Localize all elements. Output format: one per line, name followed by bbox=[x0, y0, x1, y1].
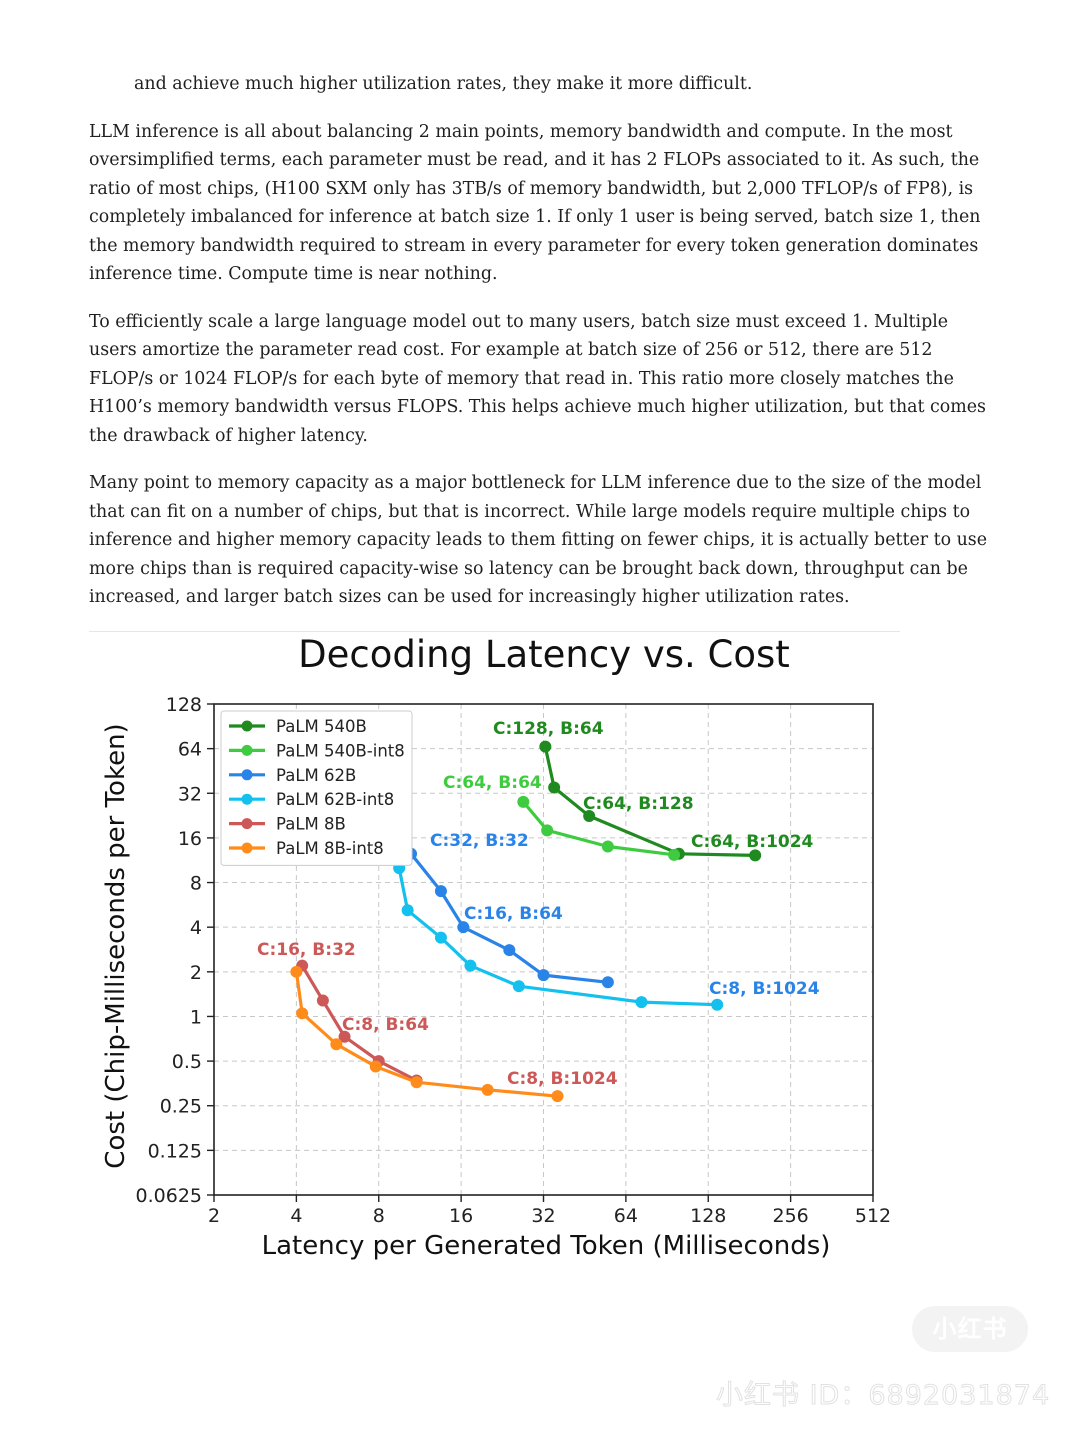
y-axis-label: Cost (Chip-Milliseconds per Token) bbox=[101, 723, 131, 1168]
chart-title: Decoding Latency vs. Cost bbox=[298, 633, 790, 676]
data-point bbox=[512, 980, 525, 993]
legend-marker bbox=[241, 769, 253, 781]
data-label: C:128, B:64 bbox=[493, 719, 604, 739]
legend-label: PaLM 540B-int8 bbox=[276, 741, 405, 760]
plot-frame bbox=[213, 703, 874, 1196]
paragraph: and achieve much higher utilization rate… bbox=[134, 74, 753, 94]
x-tick-label: 16 bbox=[449, 1205, 473, 1227]
data-point bbox=[290, 965, 303, 978]
watermark-badge bbox=[912, 1306, 1028, 1352]
data-point bbox=[668, 848, 681, 861]
legend-marker bbox=[241, 793, 253, 805]
data-point bbox=[481, 1083, 494, 1096]
legend-marker bbox=[241, 720, 253, 732]
legend-label: PaLM 8B-int8 bbox=[276, 839, 384, 858]
x-axis-label: Latency per Generated Token (Millisecond… bbox=[262, 1231, 831, 1261]
divider bbox=[89, 631, 900, 632]
data-label: C:64, B:128 bbox=[583, 794, 694, 814]
data-label: C:32, B:32 bbox=[430, 831, 529, 851]
data-point bbox=[316, 994, 329, 1007]
data-point bbox=[551, 1090, 564, 1103]
data-point bbox=[541, 824, 554, 837]
data-label: C:8, B:1024 bbox=[507, 1069, 618, 1089]
data-label: C:8, B:1024 bbox=[709, 979, 820, 999]
data-point bbox=[749, 849, 762, 862]
y-tick-label: 16 bbox=[178, 828, 202, 850]
data-point bbox=[517, 795, 530, 808]
legend-label: PaLM 62B bbox=[276, 766, 356, 785]
data-point bbox=[296, 1007, 309, 1020]
data-point bbox=[369, 1060, 382, 1073]
series-line bbox=[409, 852, 609, 984]
data-point bbox=[537, 969, 550, 982]
data-point bbox=[548, 781, 561, 794]
y-tick-label: 64 bbox=[178, 739, 202, 761]
data-point bbox=[711, 998, 724, 1011]
x-tick-label: 512 bbox=[855, 1205, 891, 1227]
y-tick-label: 4 bbox=[190, 917, 202, 939]
data-point bbox=[583, 809, 596, 822]
legend-marker bbox=[241, 744, 253, 756]
x-tick-label: 32 bbox=[531, 1205, 555, 1227]
legend-label: PaLM 62B-int8 bbox=[276, 790, 394, 809]
data-label: C:64, B:64 bbox=[443, 773, 542, 793]
y-tick-label: 2 bbox=[190, 962, 202, 984]
paragraph: Many point to memory capacity as a major… bbox=[89, 473, 987, 607]
data-point bbox=[410, 1076, 423, 1089]
data-label: C:8, B:64 bbox=[342, 1015, 429, 1035]
data-point bbox=[338, 1030, 351, 1043]
y-tick-label: 0.5 bbox=[172, 1051, 202, 1073]
paragraph: LLM inference is all about balancing 2 m… bbox=[89, 121, 981, 285]
data-point bbox=[635, 996, 648, 1009]
y-tick-label: 0.0625 bbox=[136, 1185, 202, 1207]
data-point bbox=[434, 931, 447, 944]
data-point bbox=[464, 959, 477, 972]
y-tick-label: 128 bbox=[166, 694, 202, 716]
x-tick-label: 4 bbox=[290, 1205, 302, 1227]
x-tick-label: 2 bbox=[208, 1205, 220, 1227]
y-tick-label: 1 bbox=[190, 1006, 202, 1028]
chart: Decoding Latency vs. Cost Latency per Ge… bbox=[101, 633, 891, 1261]
legend-label: PaLM 540B bbox=[276, 717, 367, 736]
x-tick-label: 64 bbox=[614, 1205, 638, 1227]
data-point bbox=[457, 921, 470, 934]
y-tick-label: 0.125 bbox=[148, 1140, 202, 1162]
legend-label: PaLM 8B bbox=[276, 815, 346, 834]
data-label: C:16, B:64 bbox=[464, 904, 563, 924]
legend-marker bbox=[241, 842, 253, 854]
x-tick-label: 256 bbox=[772, 1205, 808, 1227]
legend bbox=[220, 710, 413, 866]
watermark-logo: 小红书 bbox=[932, 1315, 1008, 1343]
data-point bbox=[434, 885, 447, 898]
x-tick-label: 128 bbox=[690, 1205, 726, 1227]
series-line bbox=[522, 800, 675, 857]
data-point bbox=[503, 944, 516, 957]
data-label: C:64, B:1024 bbox=[691, 832, 814, 852]
article-body: and achieve much higher utilization rate… bbox=[89, 70, 989, 631]
y-tick-label: 32 bbox=[178, 783, 202, 805]
data-point bbox=[539, 740, 552, 753]
data-point bbox=[601, 840, 614, 853]
data-point bbox=[401, 904, 414, 917]
data-label: C:16, B:32 bbox=[257, 940, 356, 960]
paragraph: To efficiently scale a large language mo… bbox=[89, 311, 986, 446]
data-point bbox=[601, 976, 614, 989]
y-tick-label: 0.25 bbox=[160, 1096, 202, 1118]
x-tick-label: 8 bbox=[373, 1205, 385, 1227]
watermark-id: 小红书 ID：6892031874 bbox=[715, 1380, 1051, 1412]
y-tick-label: 8 bbox=[190, 873, 202, 895]
data-point bbox=[330, 1038, 343, 1051]
legend-marker bbox=[241, 818, 253, 830]
